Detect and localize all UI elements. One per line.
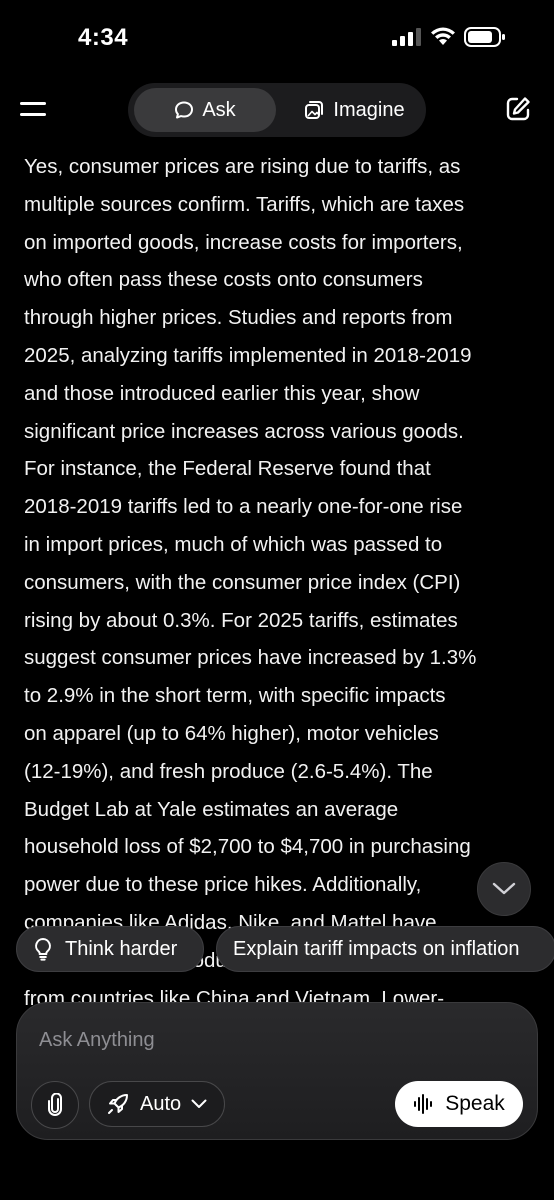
menu-icon[interactable]: [20, 97, 46, 121]
tab-imagine-label: Imagine: [333, 98, 405, 121]
response-line: Yes, consumer prices are rising due to t…: [24, 155, 461, 178]
tab-ask-label: Ask: [202, 98, 236, 121]
chevron-down-icon: [492, 882, 516, 895]
response-line: rising by about 0.3%. For 2025 tariffs, …: [24, 608, 458, 632]
response-line: in import prices, much of which was pass…: [24, 532, 443, 556]
think-harder-label: Think harder: [65, 937, 178, 960]
mode-label: Auto: [140, 1092, 182, 1115]
response-line: on imported goods, increase costs for im…: [24, 230, 463, 254]
waveform-icon: [414, 1094, 433, 1114]
speak-label: Speak: [445, 1092, 505, 1115]
status-time: 4:34: [78, 24, 129, 51]
suggestion-label: Explain tariff impacts on inflation: [233, 937, 520, 960]
status-bar: 4:34: [0, 0, 554, 70]
scroll-to-bottom-button[interactable]: [477, 862, 531, 916]
attach-button[interactable]: [31, 1081, 79, 1129]
top-bar: Ask Imagine: [0, 80, 554, 140]
wifi-icon: [431, 27, 455, 45]
response-line: Budget Lab at Yale estimates an average: [24, 797, 399, 821]
rocket-icon: [108, 1094, 128, 1114]
chevron-down-icon: [191, 1099, 207, 1108]
ask-input[interactable]: [37, 1021, 501, 1059]
response-line: For instance, the Federal Reserve found …: [24, 457, 431, 481]
lightbulb-icon: [35, 937, 51, 961]
tab-imagine[interactable]: Imagine: [288, 88, 420, 132]
chat-bubble-icon: [175, 101, 194, 119]
speak-button[interactable]: Speak: [395, 1081, 523, 1127]
suggestion-chip[interactable]: Explain tariff impacts on inflation: [216, 926, 554, 972]
think-harder-chip[interactable]: Think harder: [16, 926, 204, 972]
response-line: consumers, with the consumer price index…: [24, 570, 461, 594]
response-line: suggest consumer prices have increased b…: [24, 646, 477, 670]
response-line: household loss of $2,700 to $4,700 in pu…: [24, 835, 471, 859]
response-line: to 2.9% in the short term, with specific…: [24, 684, 446, 708]
assistant-response: Yes, consumer prices are rising due to t…: [24, 148, 530, 1008]
response-line: on apparel (up to 64% higher), motor veh…: [24, 721, 439, 745]
response-line: who often pass these costs onto consumer…: [24, 268, 423, 292]
new-chat-edit-icon[interactable]: [504, 95, 532, 123]
paperclip-icon: [48, 1093, 62, 1116]
response-line: and those introduced earlier this year, …: [24, 381, 420, 405]
response-line: significant price increases across vario…: [24, 419, 464, 443]
response-line: multiple sources confirm. Tariffs, which…: [24, 192, 465, 216]
response-line: 2025, analyzing tariffs implemented in 2…: [24, 343, 472, 367]
response-line: through higher prices. Studies and repor…: [24, 306, 453, 330]
composer: Auto Speak: [16, 1002, 538, 1140]
mode-switcher: Ask Imagine: [128, 83, 426, 137]
response-line: power due to these price hikes. Addition…: [24, 873, 422, 897]
tab-ask[interactable]: Ask: [134, 88, 276, 132]
response-line: (12-19%), and fresh produce (2.6-5.4%). …: [24, 759, 433, 783]
image-stack-icon: [305, 101, 324, 119]
cellular-signal-icon: [392, 28, 421, 46]
model-mode-selector[interactable]: Auto: [89, 1081, 225, 1127]
response-line: 2018-2019 tariffs led to a nearly one-fo…: [24, 495, 463, 519]
battery-icon: [464, 27, 505, 47]
